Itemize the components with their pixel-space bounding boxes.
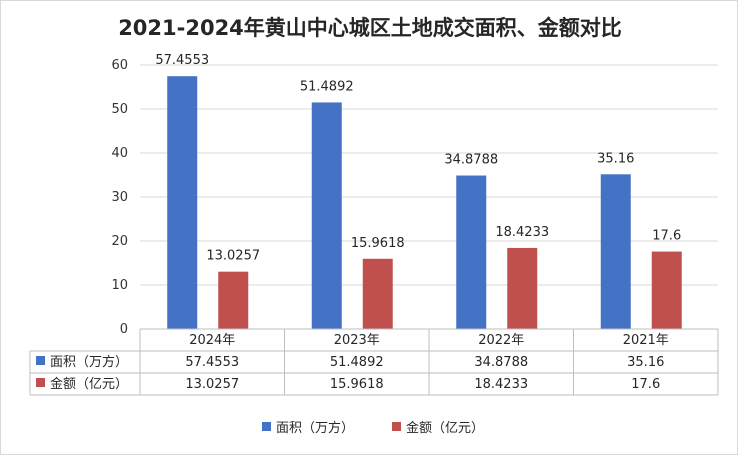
table-cell-value: 57.4553	[185, 355, 239, 370]
legend-swatch	[262, 422, 271, 431]
x-category-label: 2022年	[478, 333, 524, 348]
data-label: 17.6	[652, 229, 681, 244]
legend-label: 金额（亿元）	[406, 420, 484, 436]
bar-amount	[362, 258, 393, 329]
legend-label: 面积（万方）	[276, 420, 354, 436]
table-legend-key	[36, 356, 45, 365]
y-tick-label: 0	[120, 322, 128, 337]
data-label: 35.16	[597, 151, 634, 166]
data-label: 18.4233	[495, 225, 549, 240]
table-cell-value: 51.4892	[330, 355, 384, 370]
y-tick-label: 50	[111, 102, 128, 117]
table-cell-value: 34.8788	[474, 355, 528, 370]
table-cell-value: 15.9618	[330, 377, 384, 392]
data-label: 13.0257	[206, 249, 260, 264]
x-category-label: 2021年	[623, 333, 669, 348]
y-tick-label: 60	[111, 58, 128, 73]
table-cell-value: 18.4233	[474, 377, 528, 392]
data-label: 51.4892	[300, 79, 354, 94]
data-label: 57.4553	[155, 53, 209, 68]
bar-area	[456, 175, 487, 329]
bar-amount	[218, 271, 249, 329]
y-tick-label: 10	[111, 278, 128, 293]
bar-amount	[507, 247, 538, 329]
table-legend-key	[36, 378, 45, 387]
table-series-name: 金额（亿元）	[50, 376, 128, 392]
table-cell-value: 17.6	[631, 377, 660, 392]
bar-amount	[651, 251, 682, 329]
data-label: 15.9618	[351, 236, 405, 251]
y-tick-label: 40	[111, 146, 128, 161]
table-cell-value: 13.0257	[185, 377, 239, 392]
bar-area	[167, 76, 198, 329]
y-tick-label: 20	[111, 234, 128, 249]
legend-swatch	[392, 422, 401, 431]
table-cell-value: 35.16	[627, 355, 664, 370]
chart-title: 2021-2024年黄山中心城区土地成交面积、金额对比	[118, 16, 622, 40]
x-category-label: 2024年	[189, 333, 235, 348]
x-category-label: 2023年	[334, 333, 380, 348]
bar-area	[311, 102, 342, 330]
y-tick-label: 30	[111, 190, 128, 205]
data-label: 34.8788	[444, 153, 498, 168]
table-series-name: 面积（万方）	[50, 354, 128, 370]
bar-area	[600, 174, 631, 329]
